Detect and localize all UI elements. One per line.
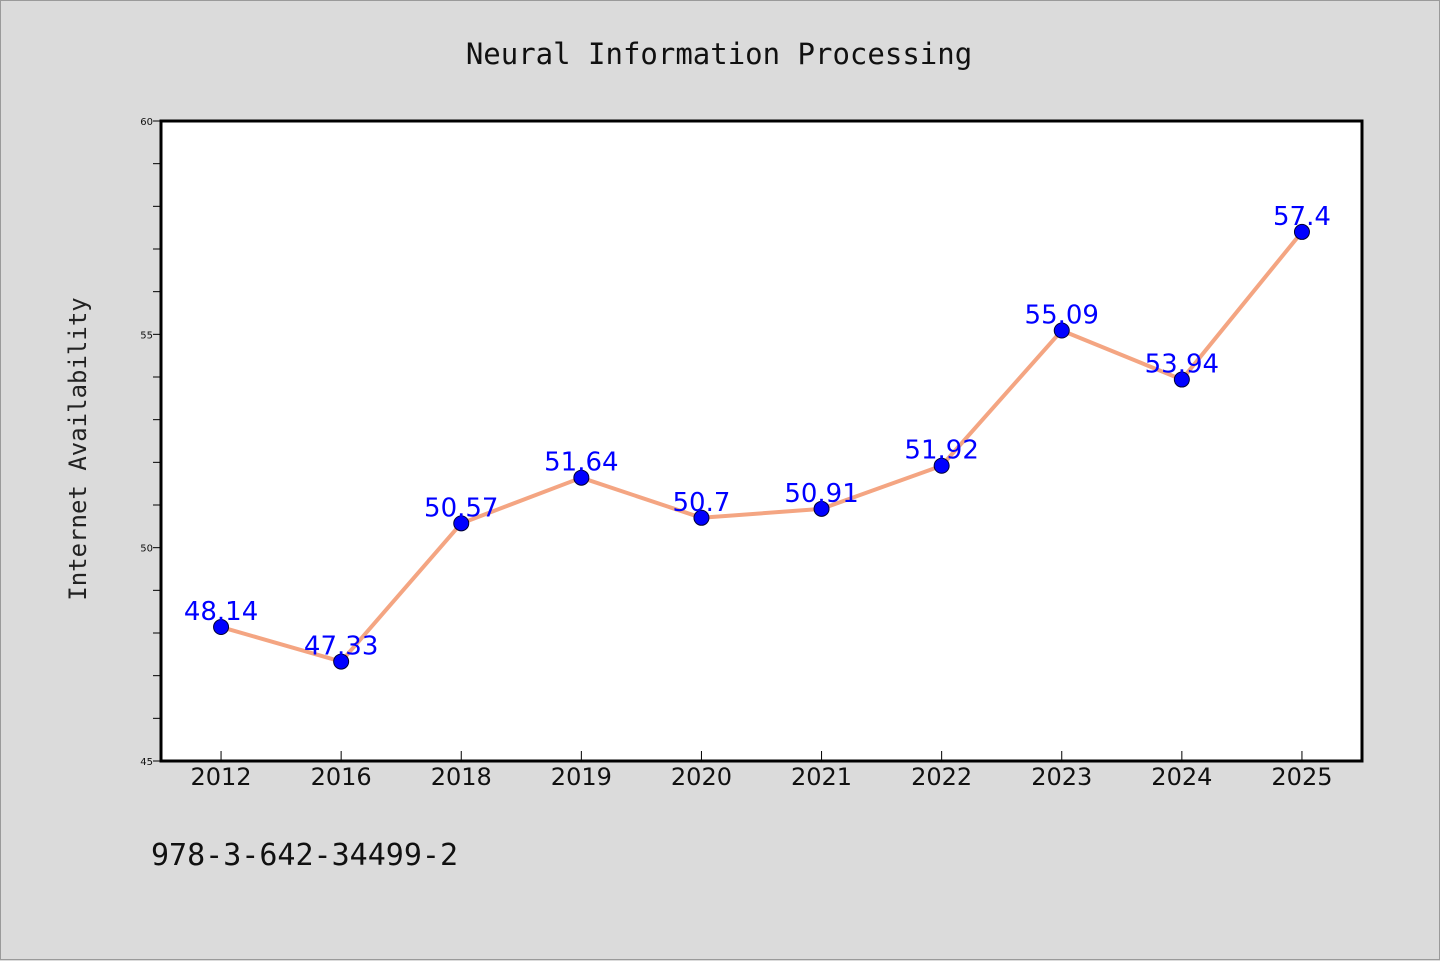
data-label: 48.14 (184, 597, 258, 627)
x-tick-label: 2022 (911, 763, 972, 791)
x-tick-label: 2023 (1031, 763, 1092, 791)
data-label: 53.94 (1145, 350, 1219, 380)
x-tick-label: 2016 (311, 763, 372, 791)
data-label: 47.33 (304, 632, 378, 662)
plot-area (159, 119, 1364, 763)
data-point (213, 619, 230, 636)
y-tick-label: 60 (140, 117, 153, 128)
data-label: 50.57 (424, 493, 498, 523)
data-point (933, 457, 950, 474)
series-line (220, 230, 1304, 664)
x-tick-label: 2025 (1271, 763, 1332, 791)
isbn-text: 978-3-642-34499-2 (151, 838, 458, 873)
data-point (333, 653, 350, 670)
data-point (1173, 371, 1190, 388)
data-points (213, 223, 1310, 670)
x-tick-label: 2024 (1151, 763, 1212, 791)
y-axis-label: Internet Availability (64, 297, 92, 600)
x-tick-label: 2021 (791, 763, 852, 791)
x-tick-label: 2012 (191, 763, 252, 791)
y-axis: 45 50 55 60 (140, 117, 161, 768)
x-tick-label: 2020 (671, 763, 732, 791)
data-label: 57.4 (1273, 202, 1331, 232)
y-tick-label: 55 (140, 330, 153, 341)
data-label: 51.64 (544, 448, 618, 478)
data-label: 50.7 (673, 488, 731, 518)
y-tick-label: 50 (140, 544, 153, 555)
data-point (453, 515, 470, 532)
data-point (1053, 322, 1070, 339)
data-point (693, 509, 710, 526)
data-label: 55.09 (1025, 300, 1099, 330)
x-tick-label: 2018 (431, 763, 492, 791)
data-label: 51.92 (904, 436, 978, 466)
y-tick-label: 45 (140, 757, 153, 768)
data-point (573, 469, 590, 486)
data-label: 50.91 (784, 479, 858, 509)
x-axis: 2012 2016 2018 2019 2020 2021 2022 2023 2024 2025 (191, 751, 1332, 791)
chart-title: Neural Information Processing (466, 37, 972, 71)
data-labels: 48.14 47.33 50.57 51.64 50.7 50.91 51.92 55.09 5… (184, 202, 1331, 662)
data-point (813, 500, 830, 517)
data-point (1293, 223, 1310, 240)
x-tick-label: 2019 (551, 763, 612, 791)
